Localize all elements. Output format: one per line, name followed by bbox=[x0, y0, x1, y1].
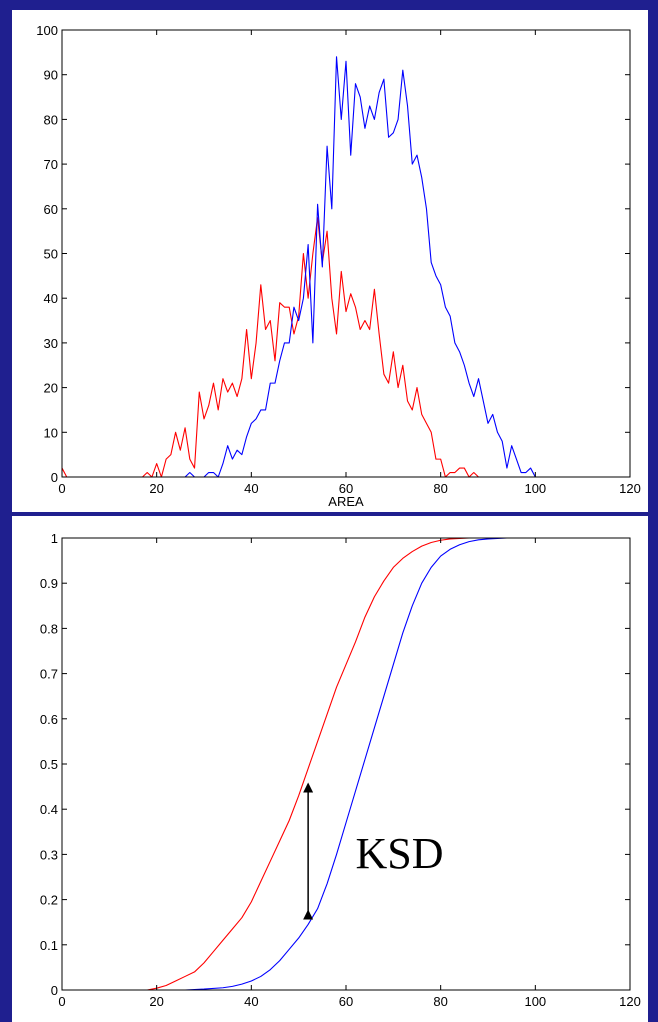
x-tick-label: 40 bbox=[244, 481, 258, 496]
x-tick-label: 20 bbox=[149, 481, 163, 496]
y-tick-label: 0.5 bbox=[40, 757, 58, 772]
series-line-0 bbox=[62, 537, 541, 991]
y-tick-label: 20 bbox=[44, 381, 58, 396]
chart-frame bbox=[12, 516, 648, 1022]
y-tick-label: 60 bbox=[44, 202, 58, 217]
y-tick-label: 0.9 bbox=[40, 576, 58, 591]
y-tick-label: 70 bbox=[44, 157, 58, 172]
series-line-0 bbox=[61, 217, 536, 478]
x-tick-label: 60 bbox=[339, 994, 353, 1009]
ksd-annotation: KSD bbox=[355, 829, 443, 878]
series-line-1 bbox=[62, 537, 541, 991]
y-tick-label: 0.3 bbox=[40, 847, 58, 862]
y-tick-label: 0.4 bbox=[40, 802, 58, 817]
y-tick-label: 100 bbox=[36, 23, 58, 38]
y-tick-label: 90 bbox=[44, 68, 58, 83]
x-tick-label: 20 bbox=[149, 994, 163, 1009]
y-tick-label: 30 bbox=[44, 336, 58, 351]
y-tick-label: 0.1 bbox=[40, 938, 58, 953]
x-tick-label: 100 bbox=[524, 481, 546, 496]
x-tick-label: 80 bbox=[433, 481, 447, 496]
x-axis-label: AREA bbox=[328, 494, 364, 509]
x-tick-label: 0 bbox=[58, 481, 65, 496]
y-tick-label: 40 bbox=[44, 291, 58, 306]
histogram-chart: 0 20 40 60 80 100 120 0 10 20 30 40 50 60 70 80 90 100 ARE… bbox=[12, 10, 648, 512]
y-tick-label: 0.8 bbox=[40, 621, 58, 636]
y-tick-label: 0.6 bbox=[40, 712, 58, 727]
y-tick-label: 0 bbox=[51, 983, 58, 998]
chart-frame bbox=[12, 10, 648, 512]
y-tick-label: 50 bbox=[44, 247, 58, 262]
y-tick-label: 1 bbox=[51, 531, 58, 546]
x-tick-label: 100 bbox=[524, 994, 546, 1009]
cdf-chart: 0 20 40 60 80 100 120 0 0.1 0.2 0.3 0.4 0.5 0.6 0.7 0.8… bbox=[12, 516, 648, 1022]
y-tick-label: 0.7 bbox=[40, 667, 58, 682]
x-tick-label: 120 bbox=[619, 481, 641, 496]
x-tick-label: 40 bbox=[244, 994, 258, 1009]
x-tick-label: 0 bbox=[58, 994, 65, 1009]
y-tick-label: 0.2 bbox=[40, 893, 58, 908]
y-tick-label: 80 bbox=[44, 112, 58, 127]
x-tick-label: 60 bbox=[339, 481, 353, 496]
y-tick-label: 10 bbox=[44, 425, 58, 440]
x-tick-label: 80 bbox=[433, 994, 447, 1009]
x-tick-label: 120 bbox=[619, 994, 641, 1009]
y-tick-label: 0 bbox=[51, 470, 58, 485]
series-line-1 bbox=[62, 56, 536, 478]
